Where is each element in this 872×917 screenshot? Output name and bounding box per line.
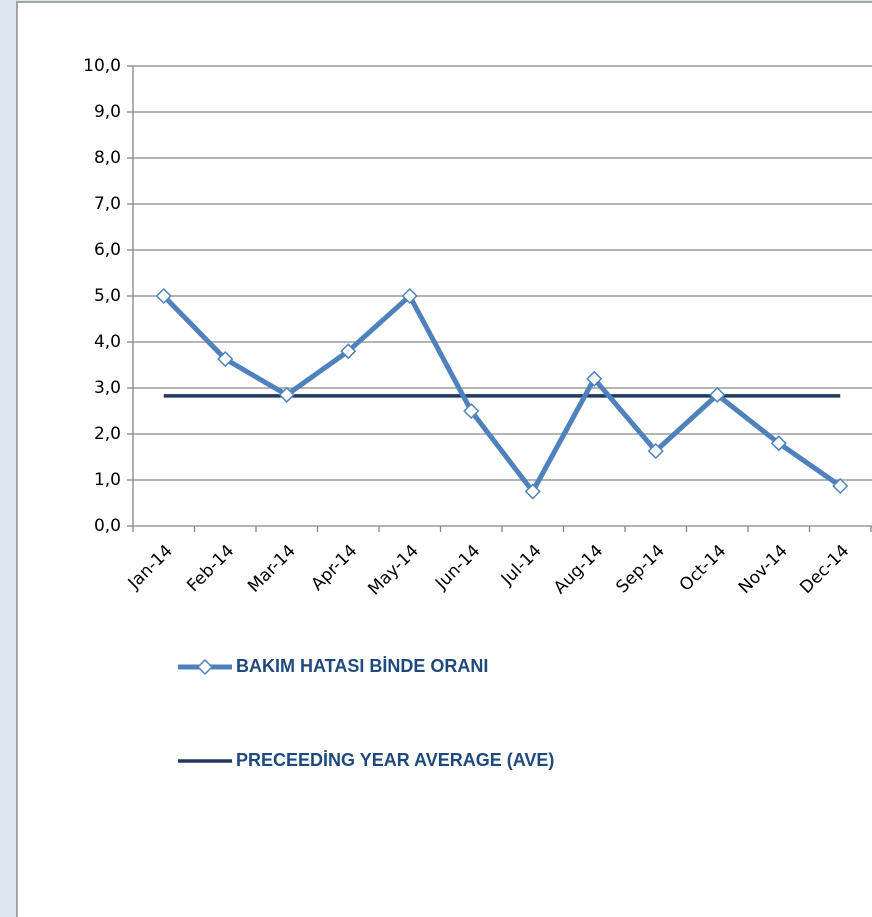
y-tick-label: 8,0 — [94, 148, 121, 168]
data-point — [278, 386, 295, 403]
data-point — [586, 370, 603, 387]
chart-panel — [16, 1, 872, 917]
y-tick-label: 4,0 — [94, 332, 121, 352]
y-tick-label: 2,0 — [94, 424, 121, 444]
y-tick-label: 5,0 — [94, 286, 121, 306]
data-point — [155, 287, 172, 305]
y-tick-label: 6,0 — [94, 240, 121, 260]
y-tick-label: 0,0 — [94, 516, 121, 536]
y-tick-label: 1,0 — [94, 470, 121, 490]
data-point — [709, 386, 726, 403]
data-point — [340, 343, 357, 360]
data-point — [647, 442, 664, 460]
data-point — [217, 350, 234, 368]
y-tick-label: 3,0 — [94, 378, 121, 398]
data-point — [401, 287, 418, 305]
data-point — [832, 477, 849, 495]
y-tick-label: 10,0 — [83, 56, 121, 76]
series-line — [161, 293, 842, 494]
legend-marker — [196, 658, 214, 676]
data-point — [770, 435, 787, 452]
legend-label: BAKIM HATASI BİNDE ORANI — [236, 656, 488, 676]
y-tick-label: 9,0 — [94, 102, 121, 122]
y-tick-label: 7,0 — [94, 194, 121, 214]
data-point — [463, 402, 480, 420]
legend-label: PRECEEDİNG YEAR AVERAGE (AVE) — [236, 750, 554, 770]
data-point — [524, 483, 541, 500]
